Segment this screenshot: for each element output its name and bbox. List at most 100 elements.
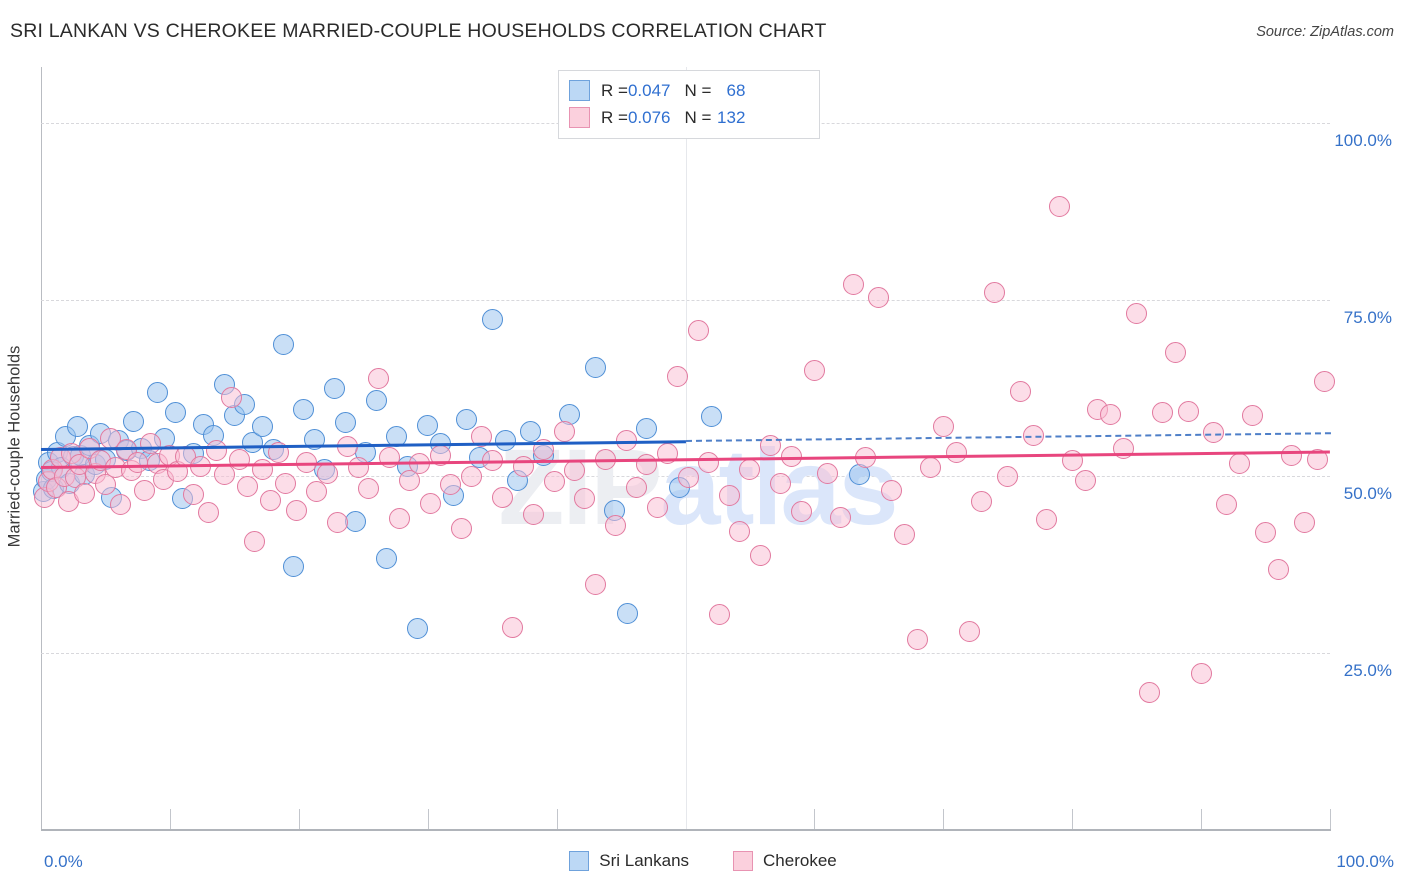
data-point[interactable]: [636, 417, 658, 439]
data-point[interactable]: [272, 334, 294, 356]
data-point[interactable]: [698, 451, 720, 473]
data-point[interactable]: [66, 416, 88, 438]
data-point[interactable]: [337, 436, 359, 458]
data-point[interactable]: [749, 544, 771, 566]
data-point[interactable]: [213, 464, 235, 486]
data-point[interactable]: [345, 510, 367, 532]
data-point[interactable]: [1061, 450, 1083, 472]
data-point[interactable]: [855, 447, 877, 469]
data-point[interactable]: [229, 448, 250, 470]
data-point[interactable]: [791, 501, 812, 522]
data-point[interactable]: [894, 523, 916, 545]
data-point[interactable]: [907, 629, 929, 651]
data-point[interactable]: [252, 458, 274, 480]
data-point[interactable]: [491, 486, 513, 508]
data-point[interactable]: [543, 471, 565, 493]
data-point[interactable]: [409, 453, 431, 475]
data-point[interactable]: [1267, 558, 1289, 580]
data-point[interactable]: [306, 481, 328, 503]
data-point[interactable]: [1126, 303, 1148, 325]
data-point[interactable]: [636, 454, 658, 476]
data-point[interactable]: [406, 618, 428, 640]
data-point[interactable]: [667, 365, 689, 387]
data-point[interactable]: [595, 448, 617, 470]
data-point[interactable]: [481, 450, 503, 472]
data-point[interactable]: [1229, 453, 1251, 475]
data-point[interactable]: [94, 474, 116, 496]
data-point[interactable]: [1113, 437, 1135, 459]
data-point[interactable]: [958, 620, 980, 642]
data-point[interactable]: [481, 309, 503, 331]
data-point[interactable]: [1151, 402, 1173, 424]
data-point[interactable]: [100, 427, 122, 449]
data-point[interactable]: [1280, 444, 1302, 466]
data-point[interactable]: [520, 420, 542, 442]
data-point[interactable]: [512, 455, 534, 477]
data-point[interactable]: [677, 467, 699, 489]
data-point[interactable]: [605, 515, 627, 537]
data-point[interactable]: [584, 574, 606, 596]
data-point[interactable]: [997, 465, 1019, 487]
data-point[interactable]: [1293, 512, 1315, 534]
data-point[interactable]: [267, 441, 289, 463]
data-point[interactable]: [729, 520, 751, 542]
data-point[interactable]: [450, 517, 472, 539]
data-point[interactable]: [252, 416, 274, 438]
data-point[interactable]: [182, 484, 204, 506]
data-point[interactable]: [584, 357, 606, 379]
data-point[interactable]: [221, 386, 243, 408]
data-point[interactable]: [259, 489, 281, 511]
data-point[interactable]: [770, 472, 792, 494]
legend-item-sri-lankans[interactable]: Sri Lankans: [569, 851, 689, 871]
data-point[interactable]: [293, 399, 315, 421]
data-point[interactable]: [357, 478, 379, 500]
data-point[interactable]: [455, 409, 477, 431]
data-point[interactable]: [780, 445, 802, 467]
data-point[interactable]: [718, 485, 740, 507]
data-point[interactable]: [494, 430, 516, 452]
data-point[interactable]: [932, 416, 954, 438]
data-point[interactable]: [1100, 403, 1122, 425]
data-point[interactable]: [564, 460, 586, 482]
data-point[interactable]: [1314, 371, 1336, 393]
data-point[interactable]: [164, 402, 186, 424]
data-point[interactable]: [1074, 469, 1096, 491]
data-point[interactable]: [1306, 448, 1328, 470]
data-point[interactable]: [326, 512, 348, 534]
data-point[interactable]: [133, 479, 155, 501]
data-point[interactable]: [430, 444, 452, 466]
data-point[interactable]: [296, 451, 318, 473]
data-point[interactable]: [687, 320, 709, 342]
data-point[interactable]: [283, 556, 305, 578]
data-point[interactable]: [471, 426, 493, 448]
data-point[interactable]: [522, 503, 544, 525]
data-point[interactable]: [502, 616, 524, 638]
data-point[interactable]: [842, 273, 864, 295]
data-point[interactable]: [378, 447, 400, 469]
data-point[interactable]: [816, 462, 838, 484]
data-point[interactable]: [244, 530, 266, 552]
legend-item-cherokee[interactable]: Cherokee: [733, 851, 837, 871]
data-point[interactable]: [646, 496, 668, 518]
data-point[interactable]: [700, 406, 722, 428]
data-point[interactable]: [375, 547, 397, 569]
data-point[interactable]: [656, 443, 678, 465]
data-point[interactable]: [1242, 405, 1264, 427]
data-point[interactable]: [626, 477, 648, 498]
data-point[interactable]: [316, 462, 338, 484]
data-point[interactable]: [881, 479, 903, 501]
data-point[interactable]: [1164, 341, 1186, 363]
data-point[interactable]: [146, 382, 168, 404]
data-point[interactable]: [945, 441, 967, 463]
data-point[interactable]: [365, 389, 387, 411]
data-point[interactable]: [419, 492, 441, 514]
data-point[interactable]: [388, 508, 410, 530]
data-point[interactable]: [760, 434, 782, 456]
data-point[interactable]: [241, 431, 263, 453]
data-point[interactable]: [190, 455, 212, 477]
data-point[interactable]: [110, 493, 132, 515]
data-point[interactable]: [616, 602, 638, 624]
data-point[interactable]: [205, 440, 227, 462]
data-point[interactable]: [574, 488, 596, 510]
data-point[interactable]: [236, 475, 258, 497]
